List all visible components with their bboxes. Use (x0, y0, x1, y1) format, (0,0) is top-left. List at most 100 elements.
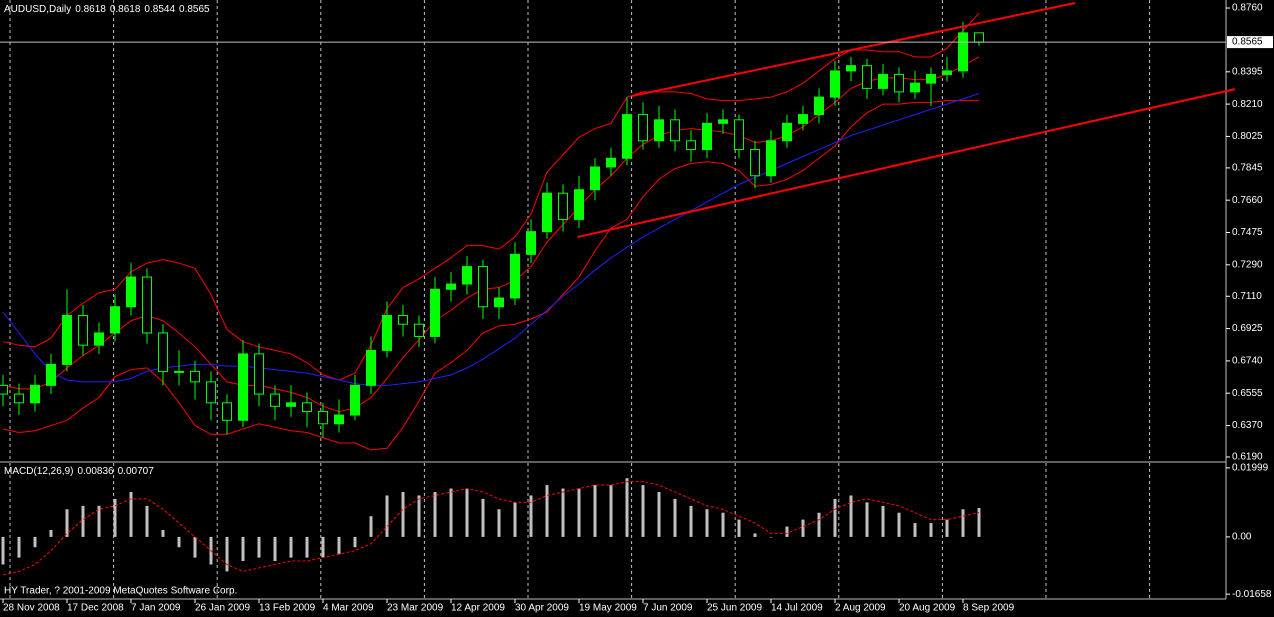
candle-body (94, 332, 104, 346)
macd-bar (961, 509, 965, 537)
y-tick-label: 0.8025 (1232, 131, 1263, 142)
candle-body (430, 288, 440, 337)
candle-body (590, 166, 600, 191)
macd-bar (977, 508, 981, 537)
x-tick-label: 7 Jun 2009 (643, 603, 693, 614)
candle-body (158, 332, 168, 372)
macd-bar (673, 498, 677, 537)
macd-bar (657, 492, 661, 537)
y-tick-label: 0.7475 (1232, 227, 1263, 238)
x-tick-label: 19 May 2009 (579, 603, 637, 614)
footer: HY Trader, ? 2001-2009 MetaQuotes Softwa… (4, 586, 237, 597)
y-tick-label: 0.7845 (1232, 163, 1263, 174)
macd-bar (193, 536, 197, 558)
macd-bar (497, 509, 501, 537)
candle-body (734, 119, 744, 151)
macd-bar (305, 536, 309, 558)
macd-bar (913, 523, 917, 537)
signal-line (2, 481, 980, 576)
candle-body (318, 411, 328, 425)
macd-bar (897, 512, 901, 537)
macd-bar (785, 526, 789, 537)
y-tick-label: 0.6190 (1232, 452, 1263, 463)
candle-body (942, 70, 952, 75)
macd-bar (865, 502, 869, 537)
y-tick-label: 0.7660 (1232, 195, 1263, 206)
macd-bar (513, 502, 517, 537)
macd-bar (721, 512, 725, 537)
x-tick-label: 12 Apr 2009 (451, 603, 505, 614)
macd-bar (833, 498, 837, 537)
candle-body (446, 283, 456, 290)
macd-bar (593, 485, 597, 537)
candle-body (638, 114, 648, 142)
y-tick-label: 0.00 (1232, 532, 1252, 543)
macd-title: MACD(12,26,9) (4, 466, 73, 477)
macd-bar (417, 495, 421, 537)
candle-body (878, 73, 888, 89)
price-header: AUDUSD,Daily 0.8618 0.8618 0.8544 0.8565 (4, 4, 210, 15)
macd-bar (433, 492, 437, 537)
x-tick-label: 20 Aug 2009 (899, 603, 956, 614)
candle-body (350, 384, 360, 416)
macd-value: 0.00836 (77, 466, 114, 477)
macd-bar (705, 509, 709, 537)
macd-bar (369, 516, 373, 537)
macd-bar (385, 495, 389, 537)
candle-body (910, 82, 920, 93)
y-tick-label: 0.8395 (1232, 66, 1263, 77)
candle-body (62, 314, 72, 365)
candle-body (702, 122, 712, 151)
candle-body (30, 384, 40, 404)
candle-body (46, 363, 56, 386)
macd-bar (801, 519, 805, 537)
x-tick-label: 26 Jan 2009 (195, 603, 250, 614)
candle-body (798, 114, 808, 124)
macd-bar (545, 485, 549, 537)
macd-header: MACD(12,26,9) 0.00836 0.00707 (4, 466, 154, 477)
header-low: 0.8544 (144, 4, 175, 15)
macd-bar (945, 519, 949, 537)
macd-bar (321, 536, 325, 558)
macd-bar (81, 505, 85, 537)
candle-body (190, 370, 200, 383)
macd-bar (881, 505, 885, 537)
x-tick-label: 8 Sep 2009 (963, 603, 1015, 614)
x-tick-label: 23 Mar 2009 (387, 603, 444, 614)
x-tick-label: 17 Dec 2008 (67, 603, 124, 614)
y-tick-label: 0.7110 (1232, 291, 1262, 302)
macd-bar (177, 536, 181, 548)
header-close: 0.8565 (179, 4, 210, 15)
x-tick-label: 13 Feb 2009 (259, 603, 316, 614)
candle-body (238, 353, 248, 421)
candle-body (206, 381, 216, 404)
candle-body (862, 65, 872, 89)
y-tick-label: 0.6370 (1232, 420, 1263, 431)
macd-bar (401, 492, 405, 537)
y-tick-label: 0.01999 (1232, 463, 1269, 474)
macd-bar (241, 536, 245, 562)
indicator-line (2, 12, 980, 381)
candle-body (110, 306, 120, 334)
candle-body (718, 119, 728, 124)
header-open: 0.8618 (75, 4, 106, 15)
macd-bar (65, 509, 69, 537)
candle-body (830, 70, 840, 98)
candle-body (782, 122, 792, 142)
macd-bar (561, 488, 565, 537)
candle-body (382, 314, 392, 351)
indicator-line (2, 56, 980, 413)
x-tick-label: 30 Apr 2009 (515, 603, 569, 614)
macd-bar (609, 485, 613, 537)
candle-body (510, 253, 520, 299)
macd-bar (145, 505, 149, 537)
header-high: 0.8618 (110, 4, 141, 15)
candle-body (334, 414, 344, 425)
candle-body (398, 314, 408, 325)
y-tick-label: 0.8760 (1232, 3, 1263, 14)
macd-bar (273, 536, 277, 562)
macd-bar (129, 492, 133, 537)
macd-bar (753, 533, 757, 537)
